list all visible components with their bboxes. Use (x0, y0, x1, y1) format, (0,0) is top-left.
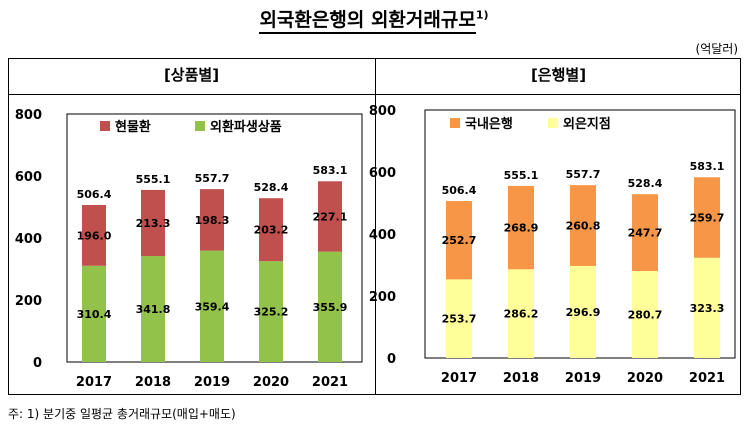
header-divider (8, 94, 741, 95)
bar-segment-0-1 (141, 189, 165, 257)
total-value-label: 583.1 (690, 160, 725, 173)
footnote: 주: 1) 분기중 일평균 총거래규모(매입+매도) (8, 407, 236, 421)
chart-title-text: 외국환은행의 외환거래규모 (259, 9, 476, 34)
y-tick-label: 800 (15, 108, 42, 123)
bar-segment-0-0 (82, 265, 106, 362)
bar-segment-0-0 (318, 251, 342, 362)
legend-label: 국내은행 (465, 116, 513, 132)
segment-value-label: 355.9 (313, 301, 348, 314)
total-value-label: 506.4 (442, 184, 477, 197)
total-value-label: 583.1 (313, 164, 348, 177)
segment-value-label: 252.7 (442, 234, 477, 247)
bar-segment-0-1 (200, 189, 224, 251)
bar-segment-1-0 (508, 269, 534, 358)
segment-value-label: 259.7 (690, 212, 725, 225)
panel-divider (375, 58, 376, 395)
y-tick-label: 0 (33, 356, 42, 371)
x-tick-label: 2017 (76, 375, 112, 390)
x-tick-label: 2019 (194, 375, 230, 390)
bar-segment-1-1 (446, 201, 472, 280)
bar-segment-1-1 (694, 177, 720, 258)
x-tick-label: 2020 (627, 371, 663, 386)
segment-value-label: 227.1 (313, 210, 348, 223)
x-tick-label: 2019 (565, 371, 601, 386)
segment-value-label: 296.9 (566, 306, 601, 319)
segment-value-label: 198.3 (195, 214, 230, 227)
bar-segment-0-1 (318, 181, 342, 252)
x-tick-label: 2021 (312, 375, 348, 390)
legend-swatch (548, 118, 558, 128)
segment-value-label: 203.2 (254, 224, 289, 237)
bar-segment-0-0 (259, 261, 283, 362)
legend-swatch (450, 118, 460, 128)
x-tick-label: 2017 (441, 371, 477, 386)
segment-value-label: 213.3 (136, 217, 171, 230)
segment-value-label: 196.0 (77, 229, 112, 242)
bar-segment-0-0 (200, 250, 224, 362)
bar-segment-0-1 (259, 198, 283, 262)
x-tick-label: 2021 (689, 371, 725, 386)
segment-value-label: 286.2 (504, 308, 539, 321)
segment-value-label: 359.4 (195, 300, 230, 313)
bar-segment-0-1 (82, 205, 106, 266)
total-value-label: 528.4 (254, 181, 289, 194)
panel-title-product: [상품별] (163, 66, 220, 84)
segment-value-label: 341.8 (136, 303, 171, 316)
segment-value-label: 325.2 (254, 306, 289, 319)
y-tick-label: 200 (369, 290, 396, 305)
legend-label: 현물환 (115, 119, 151, 135)
chart-frame (8, 58, 741, 395)
y-tick-label: 600 (15, 170, 42, 185)
y-tick-label: 800 (369, 104, 396, 119)
segment-value-label: 260.8 (566, 220, 601, 233)
total-value-label: 555.1 (136, 173, 171, 186)
legend-label: 외환파생상품 (210, 119, 282, 135)
bar-segment-1-0 (570, 265, 596, 358)
total-value-label: 557.7 (566, 168, 601, 181)
bar-segment-1-1 (632, 194, 658, 271)
segment-value-label: 253.7 (442, 313, 477, 326)
segment-value-label: 268.9 (504, 222, 539, 235)
bar-segment-1-0 (694, 257, 720, 358)
x-tick-label: 2018 (135, 375, 171, 390)
bar-segment-1-0 (632, 270, 658, 358)
legend-swatch (100, 121, 110, 131)
y-tick-label: 600 (369, 166, 396, 181)
total-value-label: 555.1 (504, 169, 539, 182)
bar-segment-0-0 (141, 256, 165, 362)
bar-segment-1-1 (508, 185, 534, 270)
segment-value-label: 280.7 (628, 308, 663, 321)
bar-segment-1-0 (446, 279, 472, 358)
title-footnote-mark: 1) (475, 8, 489, 22)
segment-value-label: 247.7 (628, 227, 663, 240)
chart-title: 외국환은행의 외환거래규모1) (0, 5, 748, 34)
total-value-label: 557.7 (195, 172, 230, 185)
bar-segment-1-1 (570, 185, 596, 266)
segment-value-label: 323.3 (690, 302, 725, 315)
legend-swatch (195, 121, 205, 131)
y-tick-label: 400 (15, 232, 42, 247)
x-tick-label: 2020 (253, 375, 289, 390)
y-tick-label: 0 (387, 352, 396, 367)
unit-label: (억달러) (695, 42, 738, 56)
x-tick-label: 2018 (503, 371, 539, 386)
y-tick-label: 200 (15, 294, 42, 309)
total-value-label: 506.4 (77, 188, 112, 201)
y-tick-label: 400 (369, 228, 396, 243)
panel-title-bank: [은행별] (530, 66, 587, 84)
segment-value-label: 310.4 (77, 308, 112, 321)
total-value-label: 528.4 (628, 177, 663, 190)
legend-label: 외은지점 (563, 116, 611, 132)
